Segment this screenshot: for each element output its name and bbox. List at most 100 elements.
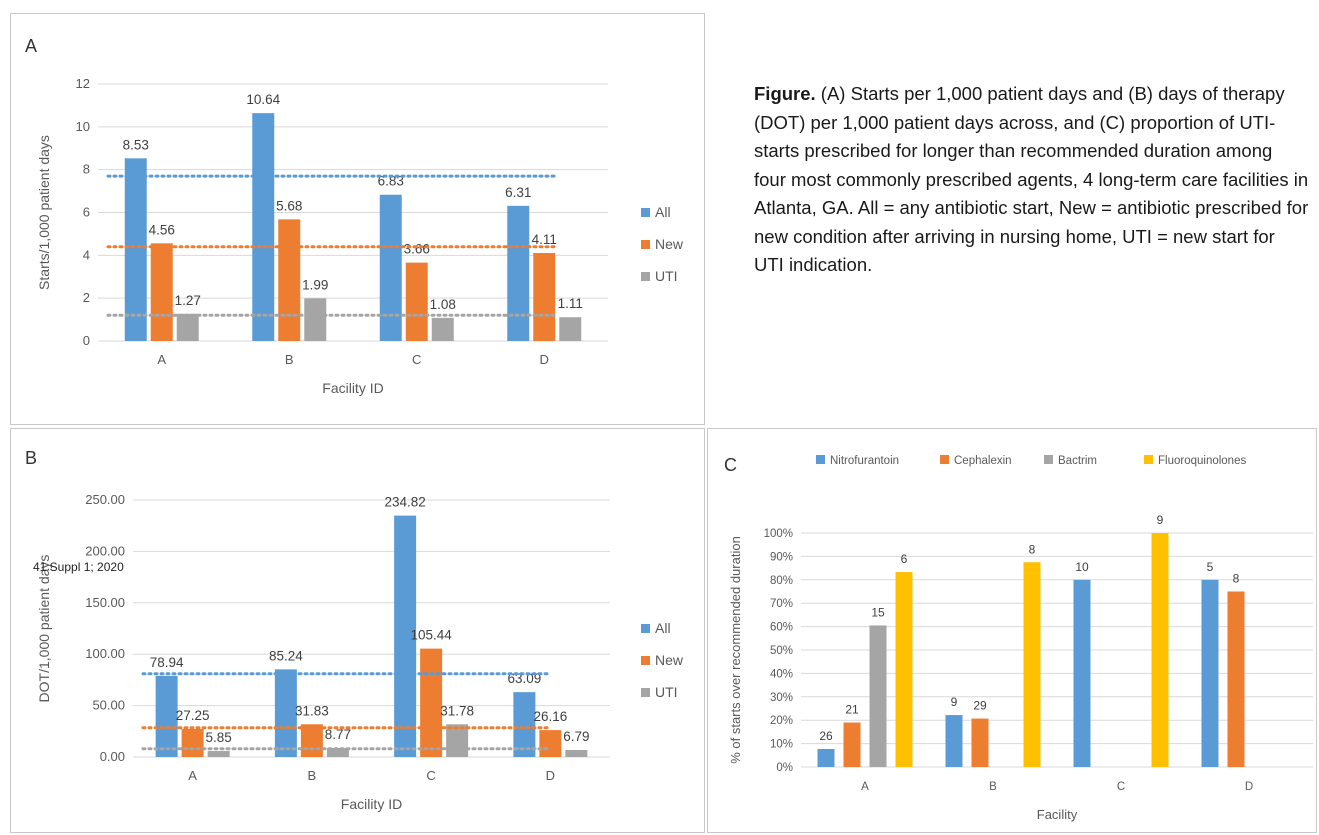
chart-a-legend-swatch <box>641 240 650 249</box>
chart-b-data-label: 27.25 <box>176 708 210 723</box>
chart-b-x-axis-title: Facility ID <box>341 796 402 812</box>
caption-text: (A) Starts per 1,000 patient days and (B… <box>754 83 1309 275</box>
chart-a-legend-swatch <box>641 272 650 281</box>
chart-b-data-label: 5.85 <box>205 730 231 745</box>
chart-b-data-label: 26.16 <box>533 709 567 724</box>
chart-a-bar <box>559 317 582 341</box>
chart-a-data-label: 8.53 <box>123 137 149 152</box>
chart-a-legend-label: UTI <box>655 268 678 284</box>
chart-a-data-label: 4.11 <box>532 232 557 247</box>
chart-a-y-tick-label: 8 <box>83 162 90 177</box>
chart-c-data-label: 6 <box>901 552 908 566</box>
chart-c-bar <box>817 748 835 767</box>
chart-a-data-label: 1.08 <box>430 297 456 312</box>
chart-a-bar <box>124 158 147 341</box>
chart-b-data-label: 31.83 <box>295 703 329 718</box>
chart-c-bar <box>945 715 963 767</box>
chart-b-legend-label: UTI <box>655 684 678 700</box>
chart-a-y-tick-label: 10 <box>76 119 90 134</box>
chart-c-data-label: 8 <box>1233 572 1240 586</box>
chart-c-data-label: 10 <box>1075 560 1089 574</box>
chart-c-x-axis-title: Facility <box>1037 807 1078 822</box>
chart-b-bar <box>326 747 349 757</box>
chart-b-bar <box>181 728 204 757</box>
chart-a-data-label: 10.64 <box>246 92 280 107</box>
chart-b-legend-swatch <box>641 656 650 665</box>
chart-c-legend-swatch <box>816 455 825 464</box>
chart-a-data-label: 1.99 <box>302 277 328 292</box>
chart-c-bar <box>895 572 913 767</box>
chart-panel-a: A 0 2 4 6 8 10 12 A 8.53 4.56 1.27 B 10.64 5.68 1.99 C 6.… <box>10 13 705 425</box>
chart-b-y-tick-label: 50.00 <box>92 698 125 713</box>
chart-c-y-tick-label: 50% <box>770 645 793 657</box>
chart-c-y-tick-label: 90% <box>770 551 793 563</box>
chart-b-data-label: 85.24 <box>269 648 303 663</box>
chart-c-legend-label: Nitrofurantoin <box>830 455 899 467</box>
chart-c-legend-swatch <box>1044 455 1053 464</box>
chart-c-x-tick-label: B <box>989 781 997 793</box>
chart-c-y-axis-title: % of starts over recommended duration <box>728 536 743 764</box>
chart-panel-b: B 0.00 50.00 100.00 150.00 200.00 250.00 A 78.94… <box>10 428 705 833</box>
chart-c-y-tick-label: 80% <box>770 575 793 587</box>
chart-c-y-tick-label: 0% <box>776 762 793 774</box>
chart-b-data-label: 78.94 <box>150 655 184 670</box>
chart-a-y-tick-label: 6 <box>83 205 90 220</box>
chart-c-x-tick-label: A <box>861 781 869 793</box>
chart-b-bar <box>274 669 297 757</box>
chart-a-svg: A 0 2 4 6 8 10 12 A 8.53 4.56 1.27 B 10.64 5.68 1.99 C 6.… <box>25 36 684 396</box>
chart-c-bar <box>1201 579 1219 767</box>
chart-a-panel-letter: A <box>25 36 37 56</box>
chart-b-panel-letter: B <box>25 448 37 468</box>
chart-c-data-label: 8 <box>1029 542 1036 556</box>
chart-b-data-label: 6.79 <box>563 729 589 744</box>
chart-c-legend-swatch <box>940 455 949 464</box>
chart-a-bar <box>278 219 301 341</box>
chart-a-bar <box>176 313 199 341</box>
chart-b-y-tick-label: 250.00 <box>85 492 125 507</box>
chart-c-y-tick-label: 70% <box>770 598 793 610</box>
chart-a-y-tick-label: 0 <box>83 333 90 348</box>
chart-a-bar <box>507 205 530 341</box>
chart-c-x-tick-label: D <box>1245 781 1253 793</box>
figure-caption: Figure. (A) Starts per 1,000 patient day… <box>754 80 1309 280</box>
chart-b-bar <box>565 750 588 757</box>
chart-a-bar <box>379 194 402 341</box>
chart-a-x-tick-label: C <box>412 352 421 367</box>
chart-c-legend-swatch <box>1144 455 1153 464</box>
chart-c-bar <box>869 625 887 767</box>
chart-a-legend-swatch <box>641 208 650 217</box>
chart-c-bar <box>1073 579 1091 767</box>
chart-c-legend-label: Fluoroquinolones <box>1158 455 1246 467</box>
chart-a-data-label: 5.68 <box>276 198 302 213</box>
chart-b-legend-swatch <box>641 688 650 697</box>
chart-b-bar <box>513 692 536 757</box>
chart-b-x-tick-label: B <box>308 768 317 783</box>
chart-c-y-tick-label: 60% <box>770 622 793 634</box>
chart-b-bar <box>446 724 469 757</box>
chart-c-data-label: 9 <box>951 695 958 709</box>
chart-a-bar <box>150 243 173 341</box>
chart-b-bar <box>155 675 178 757</box>
chart-b-x-tick-label: C <box>426 768 435 783</box>
chart-c-bar <box>971 718 989 767</box>
chart-a-bar <box>304 298 327 341</box>
chart-a-y-tick-label: 4 <box>83 247 90 262</box>
chart-b-data-label: 8.77 <box>325 727 351 742</box>
chart-c-data-label: 15 <box>871 605 885 619</box>
chart-c-bar <box>843 722 861 767</box>
chart-a-bar <box>431 317 454 341</box>
chart-b-bar <box>394 515 417 757</box>
chart-c-bar <box>1023 562 1041 767</box>
chart-c-legend-label: Cephalexin <box>954 455 1012 467</box>
chart-b-y-tick-label: 150.00 <box>85 595 125 610</box>
chart-c-data-label: 9 <box>1157 513 1164 527</box>
chart-b-y-tick-label: 0.00 <box>100 749 125 764</box>
chart-c-bar <box>1151 533 1169 767</box>
chart-b-data-label: 234.82 <box>384 495 425 510</box>
chart-a-y-tick-label: 12 <box>76 76 90 91</box>
caption-label: Figure. <box>754 83 816 104</box>
chart-c-y-tick-label: 30% <box>770 692 793 704</box>
chart-a-x-tick-label: B <box>285 352 294 367</box>
chart-a-data-label: 6.31 <box>505 185 531 200</box>
chart-b-data-label: 105.44 <box>410 628 452 643</box>
